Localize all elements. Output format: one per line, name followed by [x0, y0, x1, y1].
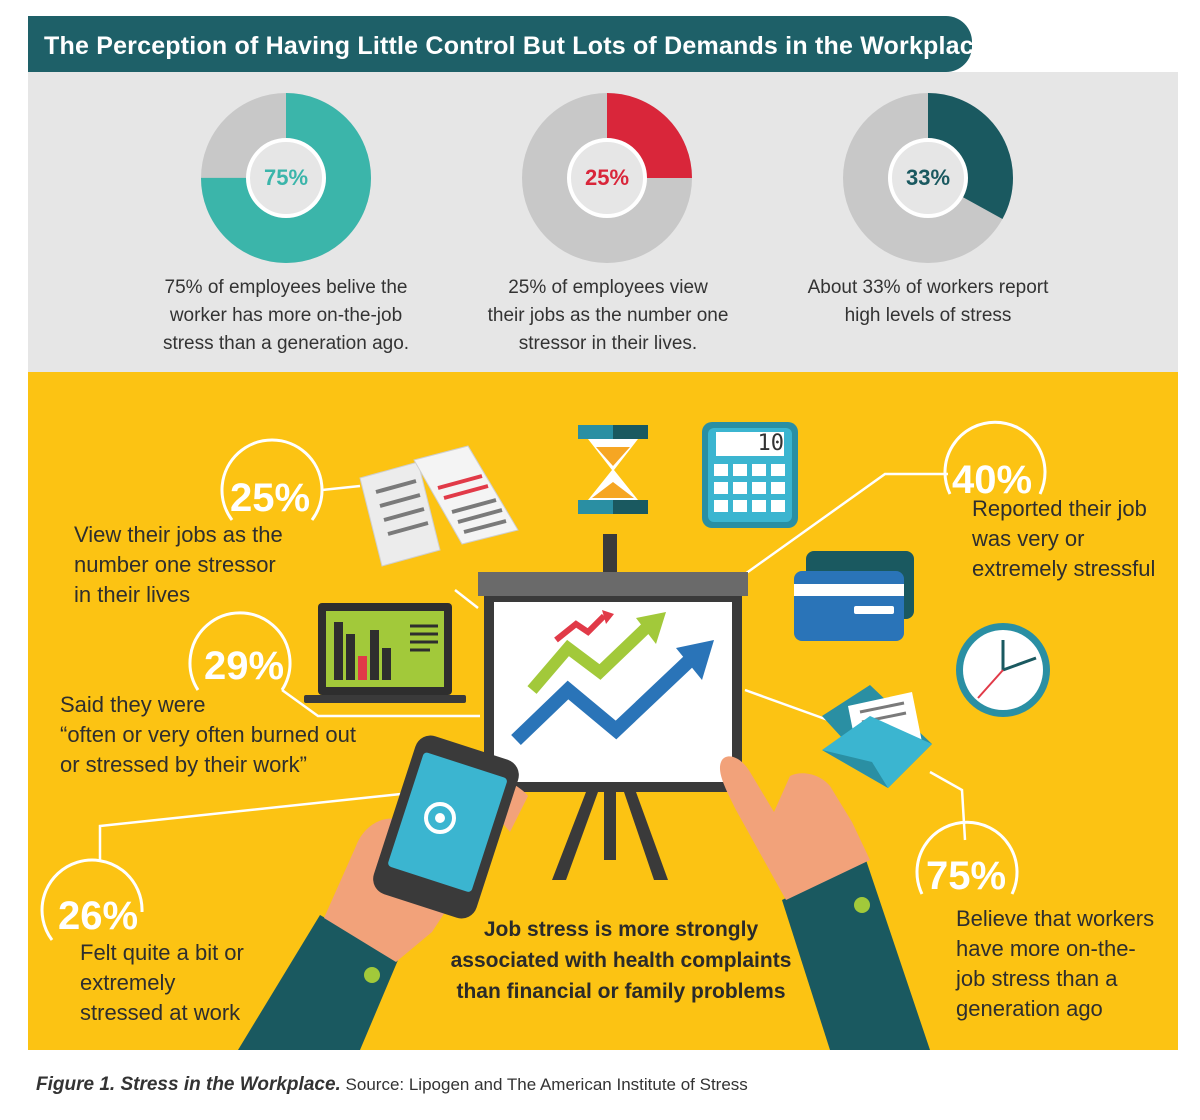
callout-text-felt-stressed: Felt quite a bit or extremely stressed a…	[80, 938, 244, 1028]
hand-with-smartphone	[238, 735, 528, 1050]
ring-arc	[220, 438, 324, 521]
donut-chart-2: 25%	[522, 93, 692, 263]
callout-line: was very or	[972, 526, 1085, 551]
callout-text-more-stress: Believe that workers have more on-the- j…	[956, 904, 1154, 1024]
donut-svg-3	[843, 93, 1013, 263]
callout-percent-25: 25%	[230, 476, 311, 520]
callout-line: Reported their job	[972, 496, 1147, 521]
donut-center	[567, 138, 647, 218]
source-text: Source: Lipogen and The American Institu…	[345, 1075, 748, 1094]
callout-percent-26: 26%	[58, 894, 139, 938]
donut-value-arc	[843, 93, 1013, 263]
caption-line: Job stress is more strongly	[483, 918, 759, 941]
connector-line	[744, 472, 948, 576]
header-banner	[28, 16, 972, 72]
laptop-chart-icon	[304, 603, 466, 703]
stat-caption-1: 75% of employees belive the worker has m…	[140, 274, 432, 358]
donut-center	[246, 138, 326, 218]
caption-line: worker has more on-the-job	[169, 305, 403, 326]
donut-svg-2	[522, 93, 692, 263]
connector-line	[281, 688, 480, 718]
donut-chart-3: 33%	[843, 93, 1013, 263]
callout-line: or stressed by their work”	[60, 752, 307, 777]
connector-line	[744, 688, 829, 722]
callout-line: View their jobs as the	[74, 522, 283, 547]
smartphone-icon	[373, 735, 519, 919]
callout-line: have more on-the-	[956, 936, 1136, 961]
callout-percent-40: 40%	[952, 458, 1033, 502]
callout-line: extremely	[80, 970, 176, 995]
caption-line: their jobs as the number one	[487, 305, 729, 326]
connector-line	[929, 770, 967, 841]
callout-line: stressed at work	[80, 1000, 241, 1025]
callout-percent-75: 75%	[926, 854, 1007, 898]
connector-line	[454, 589, 479, 609]
center-caption: Job stress is more strongly associated w…	[446, 914, 796, 1007]
callout-line: Believe that workers	[956, 906, 1155, 931]
callout-percent-29: 29%	[204, 644, 285, 688]
hourglass-icon	[578, 425, 648, 514]
stat-caption-2: 25% of employees view their jobs as the …	[462, 274, 754, 358]
callout-line: generation ago	[956, 996, 1103, 1021]
caption-line: 25% of employees view	[508, 277, 708, 298]
caption-line: About 33% of workers report	[807, 277, 1049, 298]
donut-value-arc	[201, 93, 371, 263]
figure-label: Figure 1. Stress in the Workplace.	[36, 1074, 341, 1095]
credit-card-icon	[794, 551, 914, 641]
stat-caption-3: About 33% of workers report high levels …	[782, 274, 1074, 330]
caption-line: than financial or family problems	[456, 980, 786, 1003]
hand-pointing	[719, 756, 930, 1050]
ring-arc	[40, 858, 144, 941]
donut-percent-label: 33%	[905, 165, 951, 190]
calculator-icon	[702, 422, 798, 528]
connector-line	[98, 790, 421, 862]
callout-text-burned-out: Said they were “often or very often burn…	[60, 690, 356, 780]
connector-line	[321, 484, 361, 492]
callout-line: extremely stressful	[972, 556, 1156, 581]
callout-line: number one stressor	[74, 552, 276, 577]
caption-line: high levels of stress	[844, 305, 1012, 326]
figure-caption: Figure 1. Stress in the Workplace. Sourc…	[36, 1074, 748, 1096]
callout-line: Said they were	[60, 692, 206, 717]
callout-line: in their lives	[74, 582, 191, 607]
caption-line: associated with health complaints	[450, 949, 792, 972]
donut-percent-label: 75%	[263, 165, 309, 190]
clock-icon	[956, 623, 1050, 717]
documents-icon	[359, 445, 519, 567]
caption-line: stressor in their lives.	[518, 333, 698, 354]
donut-percent-label: 25%	[584, 165, 630, 190]
caption-line: stress than a generation ago.	[162, 333, 410, 354]
envelope-icon	[822, 685, 932, 788]
connector-lines	[98, 472, 967, 862]
callout-line: job stress than a	[956, 966, 1118, 991]
caption-line: 75% of employees belive the	[164, 277, 408, 298]
donut-center	[888, 138, 968, 218]
donut-value-arc	[522, 93, 692, 263]
callout-line: “often or very often burned out	[60, 722, 356, 747]
callout-text-very-stressful: Reported their job was very or extremely…	[972, 494, 1155, 584]
donut-svg-1	[201, 93, 371, 263]
ring-arc	[188, 611, 292, 691]
callout-text-view-jobs: View their jobs as the number one stress…	[74, 520, 283, 610]
ring-arc	[915, 820, 1019, 895]
callout-line: Felt quite a bit or	[80, 940, 244, 965]
ring-arc	[943, 420, 1047, 495]
page-title: The Perception of Having Little Control …	[44, 32, 988, 60]
donut-chart-1: 75%	[201, 93, 371, 263]
calculator-display: 10	[757, 431, 785, 456]
presentation-board-icon	[478, 534, 748, 880]
